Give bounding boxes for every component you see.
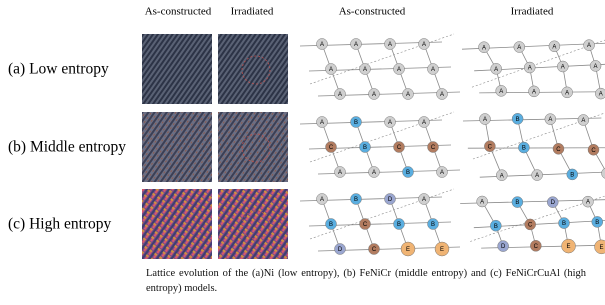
atom-label: C <box>556 147 561 153</box>
atom-label: B <box>431 222 435 228</box>
atom-label: B <box>522 146 526 152</box>
atom-label: A <box>561 65 565 71</box>
atom-label: C <box>431 145 436 151</box>
row-label: (c) High entropy <box>8 216 112 233</box>
lattice-diagram: A B D A B C B B D C E E <box>460 192 605 254</box>
atom-label: A <box>532 89 536 95</box>
atom-label: C <box>329 145 334 151</box>
lattice-diagram: A A A A A A A A A A A A <box>462 35 605 99</box>
atom-label: B <box>515 200 519 206</box>
atom-label: B <box>562 221 566 227</box>
atom-label: A <box>528 66 532 72</box>
atom-label: A <box>483 117 487 123</box>
atom-label: B <box>406 170 410 176</box>
atom-label: C <box>363 222 368 228</box>
lattice-line <box>310 189 454 239</box>
atom-label: B <box>363 145 367 151</box>
atom-label: A <box>581 118 585 124</box>
atom-label: A <box>499 89 503 95</box>
atom-label: B <box>595 220 599 226</box>
atom-label: A <box>548 117 552 123</box>
atom-label: E <box>599 245 603 251</box>
column-header: Irradiated <box>511 6 554 18</box>
atom-label: A <box>406 92 410 98</box>
atom-label: C <box>397 145 402 151</box>
atom-label: D <box>551 200 556 206</box>
caption: Lattice evolution of the (a)Ni (low entr… <box>146 266 586 296</box>
atom-label: C <box>534 244 539 250</box>
atom-label: A <box>422 197 426 203</box>
lattice-line <box>310 112 454 162</box>
atom-label: A <box>354 42 358 48</box>
atom-label: C <box>528 223 533 229</box>
atom-label: A <box>320 42 324 48</box>
lattice-diagram: A B D A B C B B D C E E <box>300 189 460 256</box>
atom-label: D <box>388 197 393 203</box>
atom-label: B <box>516 117 520 123</box>
row-label: (b) Middle entropy <box>8 139 126 156</box>
atom-label: A <box>363 67 367 73</box>
atom-label: B <box>354 197 358 203</box>
atom-label: A <box>552 44 556 50</box>
atom-label: D <box>338 247 343 253</box>
column-header: As-constructed <box>339 6 406 18</box>
atom-label: A <box>599 92 603 98</box>
atom-label: C <box>372 247 377 253</box>
simulation-snapshot <box>218 112 288 182</box>
simulation-snapshot <box>142 34 212 104</box>
atom-label: A <box>565 90 569 96</box>
atom-label: A <box>594 64 598 70</box>
atom-label: A <box>320 120 324 126</box>
atom-label: B <box>354 120 358 126</box>
atom-label: C <box>591 148 596 154</box>
atom-label: A <box>397 67 401 73</box>
atom-label: A <box>422 42 426 48</box>
simulation-snapshot <box>218 34 288 104</box>
atom-label: A <box>482 45 486 51</box>
atom-label: A <box>388 120 392 126</box>
atom-label: A <box>388 42 392 48</box>
atom-label: A <box>587 43 591 49</box>
atom-label: A <box>338 170 342 176</box>
figure: As-constructed Irradiated As-constructed Ir… <box>0 0 605 305</box>
atom-label: B <box>329 222 333 228</box>
atom-label: A <box>422 120 426 126</box>
lattice-diagram: A A A A A A A A A A A A <box>300 34 460 100</box>
atom-label: C <box>488 144 493 150</box>
simulation-snapshot <box>142 112 212 182</box>
atom-label: A <box>372 170 376 176</box>
atom-label: B <box>570 172 574 178</box>
atom-label: A <box>586 200 590 206</box>
atom-label: A <box>440 170 444 176</box>
lattice-line <box>310 34 454 84</box>
simulation-snapshot <box>142 189 212 259</box>
column-header: As-constructed <box>145 6 212 18</box>
atom-label: E <box>567 244 571 250</box>
atom-label: A <box>535 173 539 179</box>
atom-label: E <box>406 247 410 253</box>
atom-label: B <box>397 222 401 228</box>
atom-label: A <box>517 45 521 51</box>
atom-label: A <box>431 67 435 73</box>
simulation-snapshot <box>218 189 288 259</box>
atom-label: A <box>480 200 484 206</box>
atom-label: A <box>500 173 504 179</box>
atom-label: B <box>494 224 498 230</box>
atom-label: A <box>338 92 342 98</box>
lattice-diagram: A B A A C B C C A A B A <box>300 112 460 178</box>
atom-label: A <box>372 92 376 98</box>
row-label: (a) Low entropy <box>8 61 109 78</box>
atom-label: A <box>440 92 444 98</box>
atom-label: A <box>494 67 498 73</box>
column-header: Irradiated <box>231 6 274 18</box>
atom-label: A <box>329 67 333 73</box>
figure-graphic: As-constructed Irradiated As-constructed Ir… <box>0 0 605 265</box>
atom-label: D <box>501 244 506 250</box>
atom-label: E <box>440 247 444 253</box>
atom-label: A <box>320 197 324 203</box>
